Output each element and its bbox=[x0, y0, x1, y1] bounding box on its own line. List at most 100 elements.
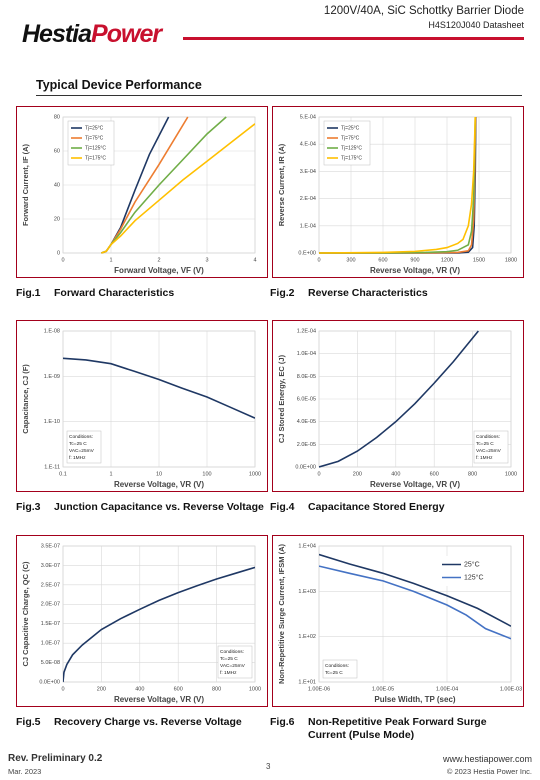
chart-box: 0 300 600 900 1200 1500 1800 0.E+00 1.E-04 2.E-04… bbox=[272, 106, 524, 278]
y-tick-label: 0.0E+00 bbox=[39, 679, 60, 685]
series-line bbox=[319, 116, 477, 254]
note-line: f: 1MHz bbox=[476, 455, 493, 461]
x-tick-label: 800 bbox=[212, 686, 221, 692]
caption: Fig.1 Forward Characteristics bbox=[16, 287, 266, 299]
legend-label: Tj=125°C bbox=[341, 145, 362, 151]
y-tick-label: 1.E-10 bbox=[44, 419, 60, 425]
x-tick-label: 100 bbox=[202, 471, 211, 477]
figure-number: Fig.4 bbox=[270, 501, 295, 513]
y-tick-label: 2.0E-07 bbox=[41, 602, 60, 608]
y-tick-label: 80 bbox=[54, 114, 60, 120]
chart: 0.1 1 10 100 1000 1.E-11 1.E-10 1.E-09 1.E-08 Rev… bbox=[21, 328, 261, 489]
website[interactable]: www.hestiapower.com bbox=[442, 754, 532, 764]
chart-box: 0 1 2 3 4 0 20 40 60 80 Forward Voltage, VF (V) For… bbox=[16, 106, 268, 278]
chart-box: 0 200 400 600 800 1000 0.0E+00 2.0E-05 4.0E-05 6.… bbox=[272, 320, 524, 492]
x-tick-label: 600 bbox=[174, 686, 183, 692]
notes-box bbox=[217, 645, 253, 679]
x-tick-label: 1.00E-04 bbox=[436, 686, 458, 692]
y-tick-label: 1.0E-04 bbox=[297, 351, 316, 357]
caption: Fig.4 Capacitance Stored Energy bbox=[270, 501, 520, 513]
x-tick-label: 4 bbox=[253, 257, 256, 263]
series-line bbox=[319, 553, 511, 627]
figure-caption: Forward Characteristics bbox=[54, 287, 175, 299]
figure-caption: Non-Repetitive Peak Forward Surge Curren… bbox=[308, 716, 487, 741]
y-tick-label: 20 bbox=[54, 216, 60, 222]
note-line: VAC=25mV bbox=[476, 448, 502, 454]
chart-box: 0.1 1 10 100 1000 1.E-11 1.E-10 1.E-09 1.E-08 Rev… bbox=[16, 320, 268, 492]
y-tick-label: 2.5E-07 bbox=[41, 582, 60, 588]
x-axis-title: Reverse Voltage, VR (V) bbox=[114, 695, 204, 704]
legend-label: Tj=125°C bbox=[85, 145, 106, 151]
note-line: Tc=25 C bbox=[325, 670, 343, 676]
figure-number: Fig.6 bbox=[270, 716, 295, 728]
x-tick-label: 2 bbox=[157, 257, 160, 263]
chart: 0 300 600 900 1200 1500 1800 0.E+00 1.E-04 2.E-04… bbox=[277, 114, 517, 275]
x-axis-title: Reverse Voltage, VR (V) bbox=[370, 266, 460, 275]
y-tick-label: 5.E-04 bbox=[300, 114, 316, 120]
y-tick-label: 2.0E-05 bbox=[297, 442, 316, 448]
note-line: Conditions: bbox=[220, 649, 244, 655]
x-tick-label: 0 bbox=[61, 686, 64, 692]
logo-left: Hestia bbox=[22, 20, 92, 48]
chart-box: 1.00E-06 1.00E-05 1.00E-04 1.00E-03 1.E+01 1.… bbox=[272, 535, 524, 707]
legend-label: Tj=25°C bbox=[341, 125, 360, 131]
x-tick-label: 200 bbox=[97, 686, 106, 692]
y-tick-label: 3.0E-07 bbox=[41, 563, 60, 569]
header-rule bbox=[183, 37, 524, 40]
y-tick-label: 0 bbox=[57, 250, 60, 256]
copyright: © 2023 Hestia Power Inc. bbox=[446, 767, 532, 776]
figure-caption: Reverse Characteristics bbox=[308, 287, 428, 299]
notes-box bbox=[473, 430, 509, 464]
legend-label: 125°C bbox=[464, 573, 484, 581]
note-line: VAC=25mV bbox=[220, 663, 246, 669]
y-axis-title: CJ Stored Energy, EC (J) bbox=[277, 354, 286, 443]
x-tick-label: 800 bbox=[468, 471, 477, 477]
y-tick-label: 60 bbox=[54, 148, 60, 154]
x-tick-label: 900 bbox=[410, 257, 419, 263]
y-tick-label: 2.E-04 bbox=[300, 196, 316, 202]
legend-label: Tj=175°C bbox=[341, 155, 362, 161]
chart: 0 200 400 600 800 1000 0.0E+00 5.0E-08 1.0E-07 1.… bbox=[21, 543, 261, 704]
caption: Fig.5 Recovery Charge vs. Reverse Voltage bbox=[16, 716, 266, 728]
series-line bbox=[63, 357, 255, 419]
legend-label: Tj=75°C bbox=[341, 135, 360, 141]
y-tick-label: 5.0E-08 bbox=[41, 660, 60, 666]
y-tick-label: 1.E-11 bbox=[44, 464, 60, 470]
x-tick-label: 1.00E-06 bbox=[308, 686, 330, 692]
logo-right: Power bbox=[91, 20, 162, 48]
header-subtitle: H4S120J040 Datasheet bbox=[428, 20, 524, 30]
figure-number: Fig.1 bbox=[16, 287, 41, 299]
x-tick-label: 1.00E-03 bbox=[500, 686, 522, 692]
x-tick-label: 1800 bbox=[505, 257, 517, 263]
header-title: 1200V/40A, SiC Schottky Barrier Diode bbox=[323, 5, 524, 17]
x-tick-label: 600 bbox=[378, 257, 387, 263]
figure-number: Fig.3 bbox=[16, 501, 41, 513]
x-tick-label: 1500 bbox=[473, 257, 485, 263]
series-line bbox=[63, 566, 255, 683]
x-tick-label: 0 bbox=[61, 257, 64, 263]
legend-label: Tj=25°C bbox=[85, 125, 104, 131]
x-tick-label: 200 bbox=[353, 471, 362, 477]
y-tick-label: 4.0E-05 bbox=[297, 419, 316, 425]
y-tick-label: 6.0E-05 bbox=[297, 396, 316, 402]
note-line: Tc=25 C bbox=[69, 441, 87, 447]
notes-box bbox=[322, 659, 358, 679]
section-title: Typical Device Performance bbox=[36, 78, 202, 92]
x-tick-label: 1000 bbox=[249, 686, 261, 692]
x-tick-label: 1000 bbox=[505, 471, 517, 477]
x-tick-label: 1 bbox=[109, 257, 112, 263]
y-axis-title: Non-Repetitive Surge Current, IFSM (A) bbox=[277, 543, 286, 684]
y-tick-label: 1.2E-04 bbox=[297, 328, 316, 334]
page-number: 3 bbox=[266, 762, 271, 771]
x-tick-label: 0.1 bbox=[59, 471, 67, 477]
y-tick-label: 1.E-08 bbox=[44, 328, 60, 334]
caption: Fig.6 Non-Repetitive Peak Forward Surge C… bbox=[270, 716, 500, 742]
x-tick-label: 400 bbox=[135, 686, 144, 692]
series-line bbox=[319, 330, 479, 468]
notes-box bbox=[66, 430, 102, 464]
legend-box bbox=[439, 556, 501, 586]
y-axis-title: CJ Capacitive Charge, QC (C) bbox=[21, 561, 30, 667]
section-rule bbox=[36, 95, 522, 96]
